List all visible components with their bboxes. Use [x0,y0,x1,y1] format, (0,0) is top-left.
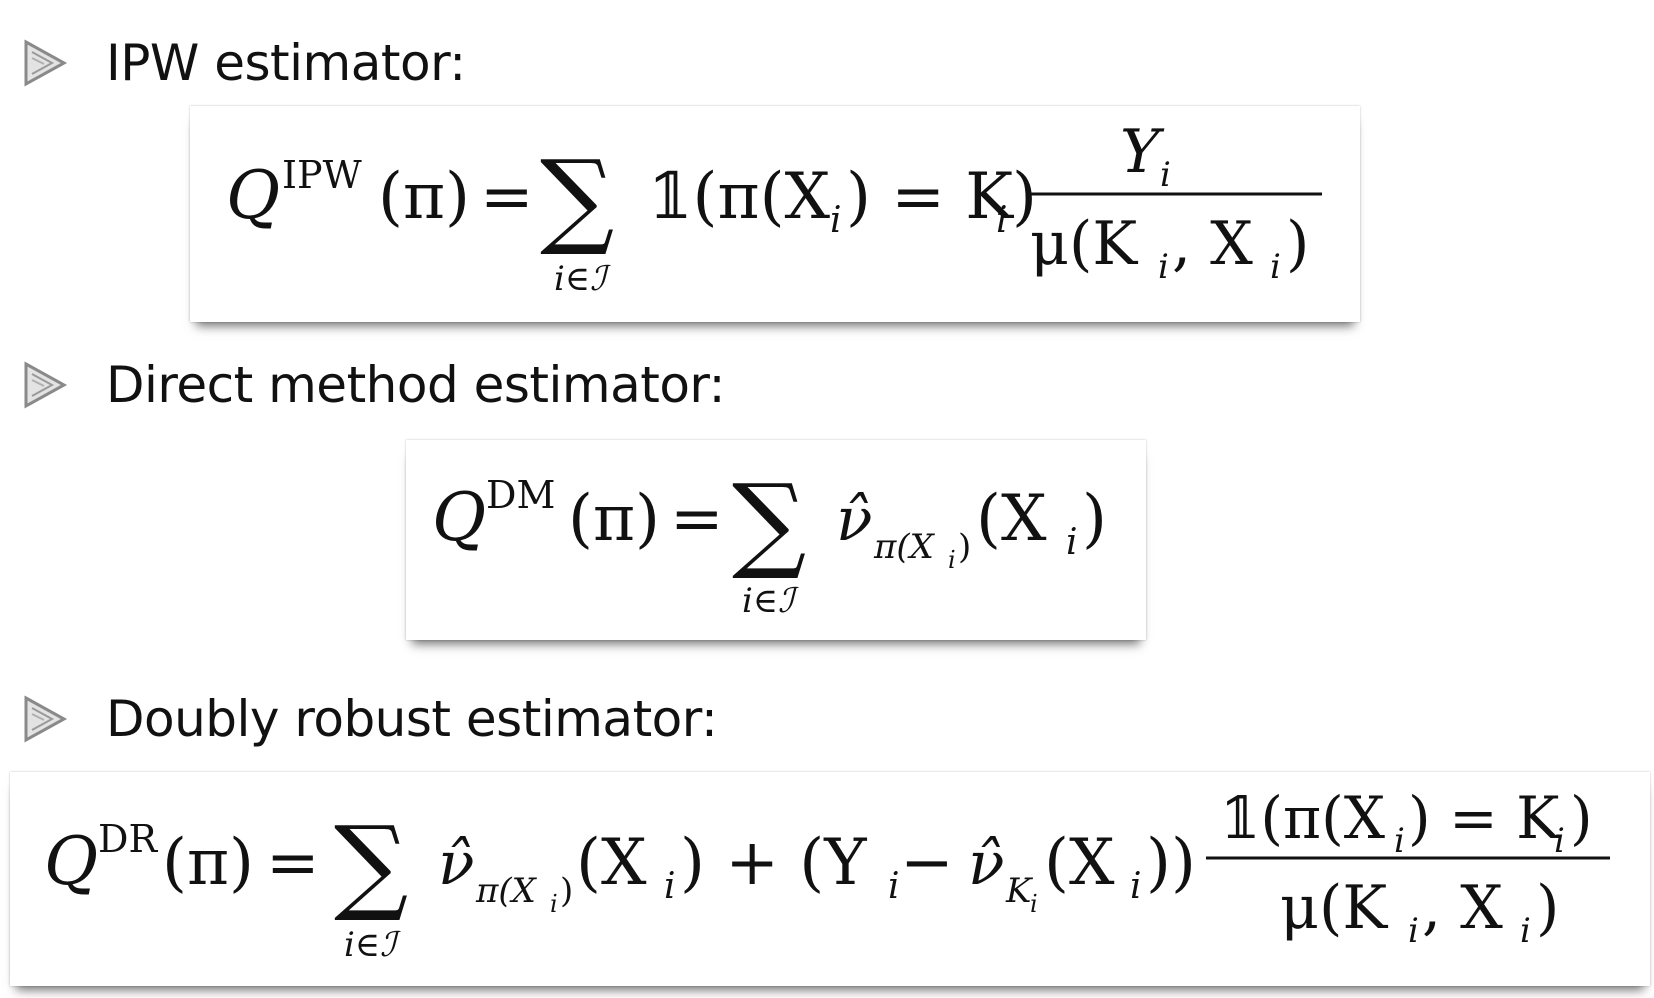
summation-index: i∈ℐ [554,259,611,299]
triangle-bullet-icon [24,362,66,408]
nu-subsub: i [948,546,956,574]
fraction-numerator-sub2: i [1554,821,1565,861]
formula-q: Q [226,157,280,234]
nu-sub-close: ) [560,871,573,911]
formula-arg: (π) [162,826,254,900]
nu-hat: ν̂ [836,485,872,555]
formula-dm: Q DM (π) = ∑ i∈ℐ ν̂ π(X i ) (X i ) [432,461,1107,621]
fraction-denominator-b: , X [1172,209,1253,279]
term3-open: (X [1044,826,1115,900]
nu2-hat: ν̂ [968,829,1004,899]
fraction-numerator-a: 𝟙(π(X [1220,784,1386,852]
tail-open: (X [976,482,1047,556]
formula-dr: Q DR (π) = ∑ i∈ℐ ν̂ π(X i ) (X i ) + (Y … [44,784,1610,965]
formula-arg: (π) [568,482,660,556]
fraction-numerator-b: ) = K [1408,784,1561,852]
fraction-denominator-c: ) [1286,209,1309,279]
term3-sub: i [1130,866,1142,907]
heading-ipw: IPW estimator: [22,34,466,92]
summation-index: i∈ℐ [742,581,799,621]
heading-dr: Doubly robust estimator: [22,690,718,748]
formula-superscript: DM [486,473,555,517]
fraction-denominator-sub1: i [1408,911,1419,951]
formula-arg: (π) [378,160,470,234]
fraction-numerator-sub1: i [1394,821,1405,861]
nu-sub: π(X [873,527,936,567]
heading-dr-label: Doubly robust estimator: [106,690,718,748]
tail-close: ) [1082,482,1107,556]
heading-ipw-label: IPW estimator: [106,34,466,92]
fraction-denominator-b: , X [1422,873,1503,943]
formula-box-dr: Q DR (π) = ∑ i∈ℐ ν̂ π(X i ) (X i ) + (Y … [10,772,1650,986]
fraction-denominator-a: μ(K [1280,873,1388,943]
fraction-denominator-c: ) [1536,873,1559,943]
nu2-sub: K [1005,871,1034,911]
formula-ipw: Q IPW (π) = ∑ i∈ℐ 𝟙(π(X i ) = K i ) Y i … [226,117,1322,299]
summation-symbol: ∑ [732,461,806,583]
term1-close: ) + (Y [680,826,867,900]
indicator-sub: i [830,200,842,241]
nu2-subsub: i [1030,890,1038,918]
term2-sub: i [888,866,900,907]
tail-sub: i [1066,522,1078,563]
fraction-numerator-sub: i [1160,155,1171,195]
nu-hat: ν̂ [438,829,474,899]
indicator-open: 𝟙(π(X [648,160,831,234]
fraction-denominator-a: μ(K [1030,209,1138,279]
triangle-bullet-icon [24,40,66,86]
indicator-close: ) [1012,160,1037,234]
formula-equals: = [480,160,534,234]
heading-dm-label: Direct method estimator: [106,356,725,414]
fraction-denominator-sub2: i [1270,247,1281,287]
formula-superscript: DR [98,817,158,861]
formula-equals: = [266,826,320,900]
formula-equals: = [670,482,724,556]
summation-symbol: ∑ [540,137,614,259]
indicator-sub2: i [996,200,1008,241]
fraction-denominator-sub1: i [1158,247,1169,287]
triangle-bullet-icon [24,696,66,742]
formula-box-ipw: Q IPW (π) = ∑ i∈ℐ 𝟙(π(X i ) = K i ) Y i … [190,106,1360,322]
summation-index: i∈ℐ [344,925,401,965]
formula-superscript: IPW [282,153,362,197]
fraction-numerator-close: ) [1570,784,1593,852]
formula-q: Q [432,479,486,556]
term1-sub: i [664,866,676,907]
nu-sub-close: ) [958,527,971,567]
minus-sign: − [900,826,954,900]
term1-open: (X [576,826,647,900]
fraction-denominator-sub2: i [1520,911,1531,951]
heading-dm: Direct method estimator: [22,356,725,414]
nu-sub: π(X [475,871,538,911]
formula-q: Q [44,823,98,900]
formula-box-dm: Q DM (π) = ∑ i∈ℐ ν̂ π(X i ) (X i ) [406,440,1146,640]
term3-close: )) [1146,826,1196,900]
fraction-numerator: Y [1120,117,1165,187]
indicator-mid: ) = K [846,160,1014,234]
summation-symbol: ∑ [334,803,408,925]
nu-subsub: i [550,890,558,918]
